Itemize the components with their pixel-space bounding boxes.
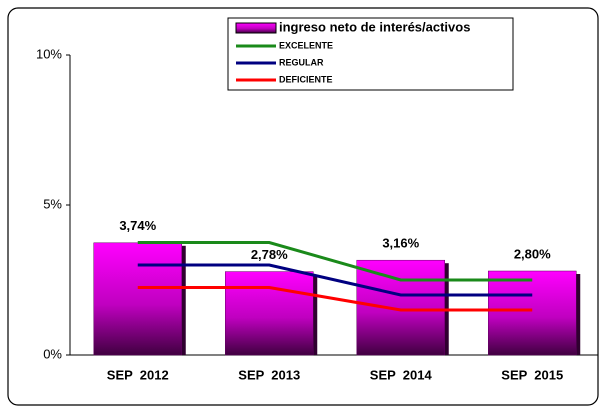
- value-label: 3,74%: [119, 218, 156, 233]
- line-series: [137, 263, 533, 297]
- x-tick-label: SEP 2014: [370, 367, 433, 382]
- x-tick-label: SEP 2015: [501, 367, 563, 382]
- x-tick-label: SEP 2012: [107, 367, 169, 382]
- legend-label: REGULAR: [279, 57, 324, 67]
- x-tick-label: SEP 2013: [238, 367, 300, 382]
- value-label: 2,80%: [514, 246, 551, 261]
- line-series: [137, 241, 533, 282]
- value-label: 2,78%: [251, 247, 288, 262]
- bar: [488, 270, 577, 356]
- value-label: 3,16%: [382, 236, 419, 251]
- y-tick-label: 0%: [43, 346, 62, 361]
- y-tick-label: 5%: [43, 196, 62, 211]
- bar: [225, 271, 314, 356]
- legend-swatch: [235, 22, 277, 34]
- legend-label: ingreso neto de interés/activos: [279, 19, 470, 34]
- legend-label: DEFICIENTE: [279, 74, 333, 84]
- bar: [356, 259, 445, 356]
- bar: [93, 242, 182, 356]
- y-tick-label: 10%: [36, 46, 62, 61]
- line-series: [137, 286, 533, 312]
- legend-label: EXCELENTE: [279, 40, 333, 50]
